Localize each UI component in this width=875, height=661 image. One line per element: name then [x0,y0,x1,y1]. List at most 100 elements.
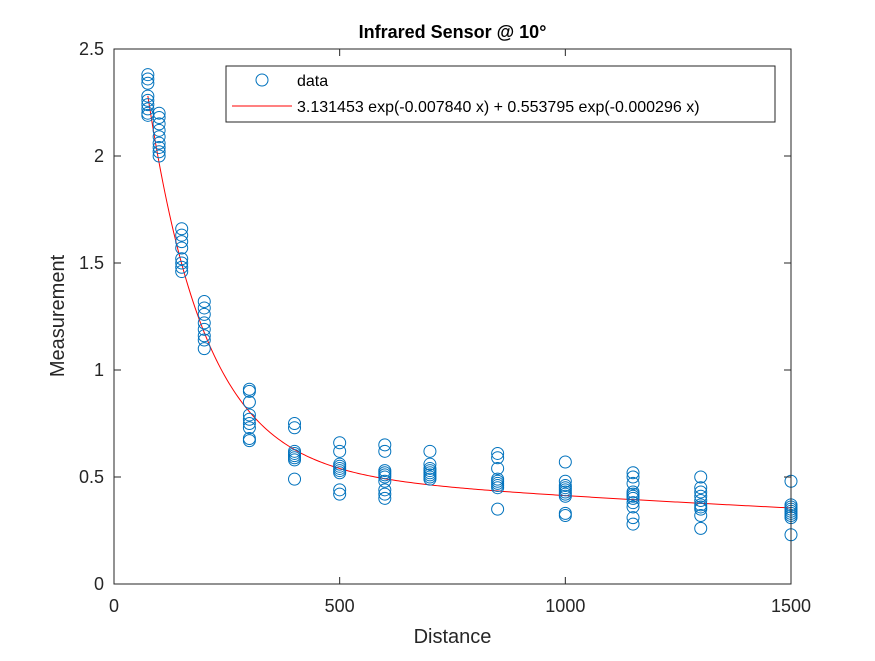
data-point-marker [175,228,189,242]
data-point-marker [152,136,166,150]
x-tick-label: 1000 [545,596,585,616]
data-point-marker [491,502,505,516]
data-point-marker [175,256,189,270]
data-point-marker [197,307,211,321]
data-point-marker [288,421,302,435]
data-point-marker [175,252,189,266]
chart-title: Infrared Sensor @ 10° [359,22,547,42]
data-point-marker [141,93,155,107]
data-point-marker [626,476,640,490]
data-point-marker [694,494,708,508]
data-point-marker [152,123,166,137]
data-point-marker [558,509,572,523]
plot-background [114,49,791,584]
data-point-marker [558,489,572,503]
data-point-marker [141,72,155,86]
data-point-marker [333,487,347,501]
data-point-marker [694,489,708,503]
y-axis-label: Measurement [47,254,69,377]
data-point-marker [197,342,211,356]
data-point-marker [694,485,708,499]
legend-marker-circle-icon [255,73,269,87]
data-point-marker [242,412,256,426]
data-point-marker [626,491,640,505]
data-point-marker [626,517,640,531]
data-point-marker [197,295,211,309]
data-point-marker [423,472,437,486]
data-point-marker [491,481,505,495]
data-point-marker [242,421,256,435]
data-point-marker [141,68,155,82]
data-point-marker [242,408,256,422]
data-point-marker [694,470,708,484]
data-point-marker [626,466,640,480]
data-point-marker [242,395,256,409]
y-tick-label: 1.5 [79,253,104,273]
data-point-marker [626,500,640,514]
data-point-marker [378,483,392,497]
data-point-marker [141,102,155,116]
data-point-marker [152,140,166,154]
data-point-marker [378,470,392,484]
data-point-marker [558,455,572,469]
marker-layer [141,68,798,542]
data-point-marker [175,235,189,249]
y-tick-label: 2 [94,146,104,166]
data-point-marker [197,301,211,315]
y-tick-label: 0 [94,574,104,594]
data-point-marker [242,434,256,448]
data-point-marker [423,457,437,471]
legend-box [225,65,776,123]
data-point-marker [141,98,155,112]
data-point-marker [333,436,347,450]
legend[interactable]: data 3.131453 exp(-0.007840 x) + 0.55379… [225,65,776,123]
legend-label-data: data [297,73,328,90]
data-point-marker [288,453,302,467]
data-point-marker [558,474,572,488]
data-point-marker [175,265,189,279]
x-tick-label: 0 [109,596,119,616]
legend-label-fit: 3.131453 exp(-0.007840 x) + 0.553795 exp… [297,99,700,116]
data-point-marker [378,491,392,505]
data-point-marker [197,316,211,330]
data-point-marker [694,521,708,535]
data-point-marker [152,145,166,159]
data-point-marker [288,472,302,486]
data-point-marker [152,149,166,163]
data-point-marker [333,444,347,458]
data-point-marker [378,474,392,488]
data-point-marker [694,502,708,516]
data-point-marker [378,444,392,458]
data-point-marker [175,241,189,255]
data-point-marker [141,89,155,103]
data-point-marker [152,130,166,144]
x-tick-label: 500 [325,596,355,616]
y-tick-label: 2.5 [79,39,104,59]
data-point-marker [152,106,166,120]
data-point-marker [242,417,256,430]
data-point-marker [491,446,505,460]
data-point-marker [175,222,189,236]
data-point-marker [694,509,708,523]
data-point-marker [333,466,347,480]
data-point-marker [175,260,189,274]
data-point-marker [423,444,437,458]
data-point-marker [333,483,347,497]
data-point-marker [197,322,211,336]
data-point-marker [626,511,640,525]
x-tick-label: 1500 [771,596,811,616]
data-point-marker [141,76,155,90]
data-point-marker [152,110,166,124]
data-point-marker [378,487,392,501]
data-point-marker [197,329,211,343]
tick-layer: 0 500 1000 1500 0 0.5 1 1.5 2 2.5 [79,39,811,616]
plot-frame [113,48,792,585]
data-point-marker [626,470,640,484]
data-point-marker [378,438,392,452]
data-point-marker [197,333,211,347]
data-point-marker [626,496,640,510]
y-tick-label: 0.5 [79,467,104,487]
data-point-marker [242,384,256,398]
